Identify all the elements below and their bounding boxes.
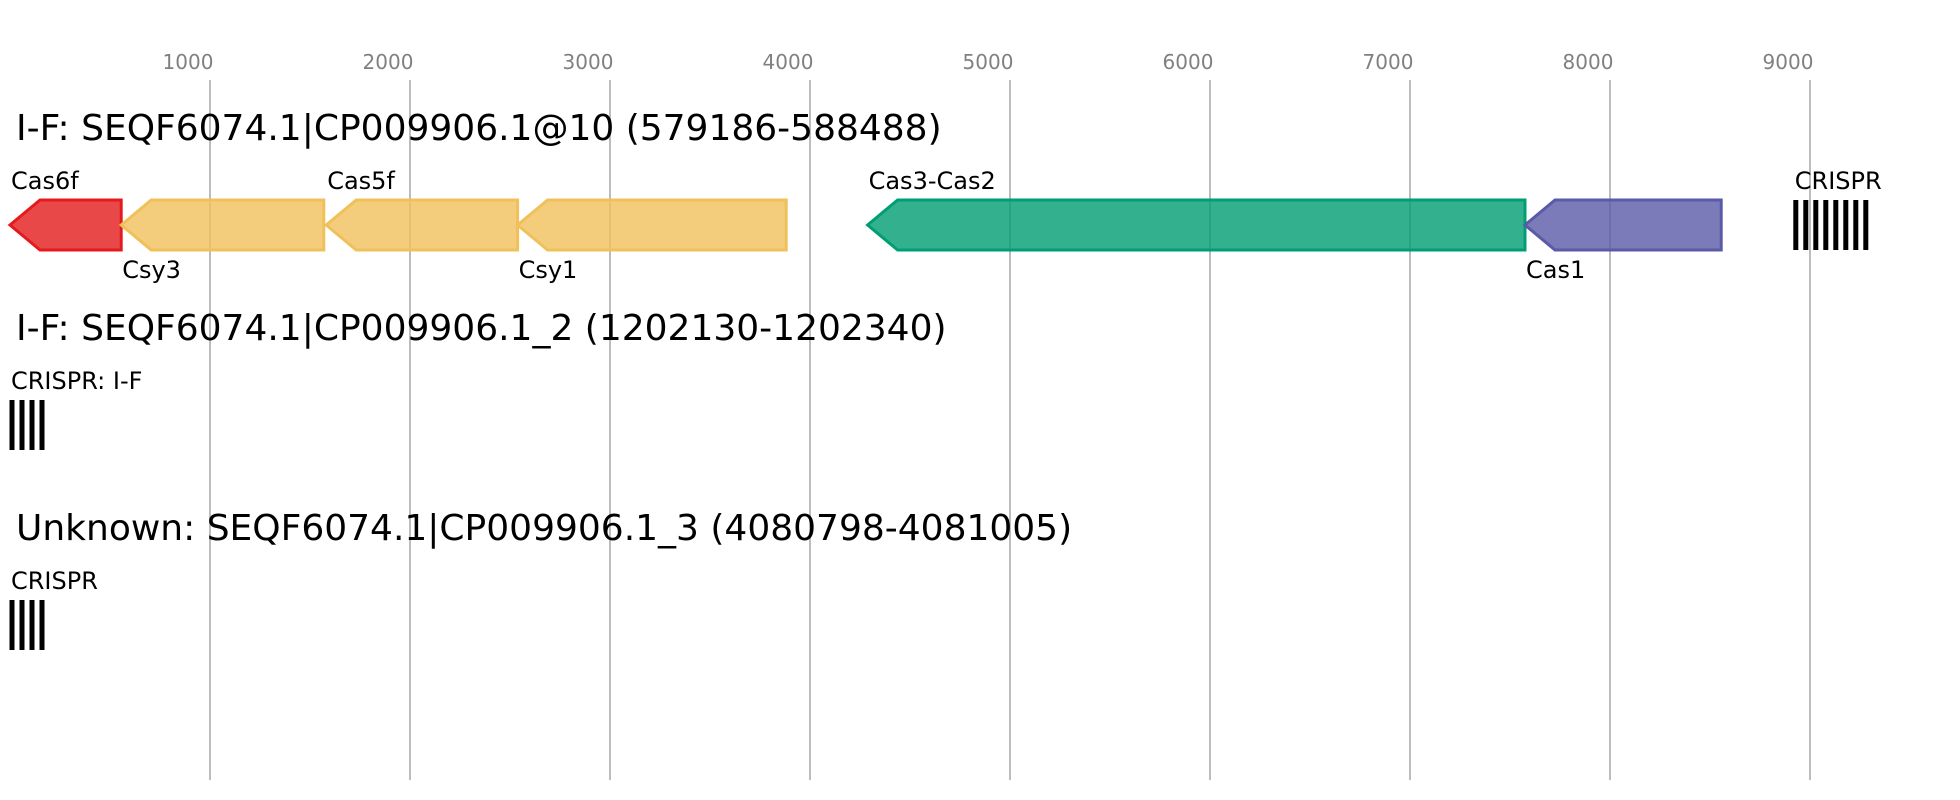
crispr-array: [9, 600, 45, 650]
feature-label: CRISPR: I-F: [11, 367, 142, 395]
gene: [865, 198, 1527, 252]
gene-arrow: [323, 198, 520, 252]
crispr-array: [1793, 200, 1869, 250]
tick-label: 3000: [563, 50, 614, 74]
crispr-repeat: [19, 400, 25, 450]
crispr-repeat: [39, 600, 45, 650]
crispr-repeat: [1863, 200, 1869, 250]
crispr-repeat: [29, 400, 35, 450]
gene: [515, 198, 788, 252]
crispr-array: [9, 400, 45, 450]
crispr-repeat: [1843, 200, 1849, 250]
gene: [323, 198, 520, 252]
gene: [1522, 198, 1723, 252]
feature-label: Cas3-Cas2: [869, 167, 996, 195]
gene-arrow: [1522, 198, 1723, 252]
tick-label: 8000: [1563, 50, 1614, 74]
gene: [118, 198, 326, 252]
crispr-repeat: [1823, 200, 1829, 250]
crispr-repeat: [1813, 200, 1819, 250]
crispr-repeat: [1853, 200, 1859, 250]
crispr-repeat: [1833, 200, 1839, 250]
tick-label: 4000: [763, 50, 814, 74]
crispr-repeat: [1803, 200, 1809, 250]
tick-label: 9000: [1763, 50, 1814, 74]
track-title: I-F: SEQF6074.1|CP009906.1_2 (1202130-12…: [16, 308, 947, 349]
crispr-repeat: [19, 600, 25, 650]
crispr-repeat: [1793, 200, 1799, 250]
feature-label: Cas1: [1526, 256, 1585, 284]
gene-arrow: [865, 198, 1527, 252]
feature-label: Cas6f: [11, 167, 79, 195]
feature-label: Cas5f: [327, 167, 395, 195]
feature-label: CRISPR: [11, 567, 98, 595]
crispr-repeat: [9, 600, 15, 650]
crispr-repeat: [29, 600, 35, 650]
tick-label: 1000: [163, 50, 214, 74]
tick-label: 7000: [1363, 50, 1414, 74]
gene: [7, 198, 123, 252]
track-title: Unknown: SEQF6074.1|CP009906.1_3 (408079…: [16, 508, 1072, 549]
tick-label: 5000: [963, 50, 1014, 74]
gene-arrow: [7, 198, 123, 252]
tick-label: 6000: [1163, 50, 1214, 74]
track-title: I-F: SEQF6074.1|CP009906.1@10 (579186-58…: [16, 108, 942, 149]
tick-label: 2000: [363, 50, 414, 74]
crispr-repeat: [9, 400, 15, 450]
gene-arrow: [118, 198, 326, 252]
feature-label: Csy1: [519, 256, 578, 284]
gene-arrow: [515, 198, 788, 252]
feature-label: Csy3: [122, 256, 181, 284]
feature-label: CRISPR: [1795, 167, 1882, 195]
crispr-repeat: [39, 400, 45, 450]
